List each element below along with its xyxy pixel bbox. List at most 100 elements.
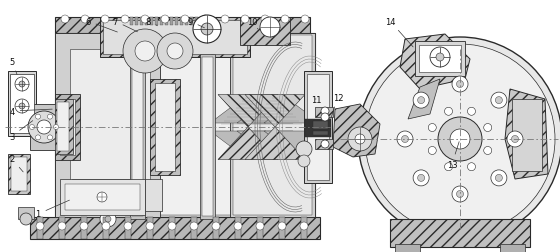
Bar (150, 80, 180, 175)
Bar (55, 34, 315, 217)
Bar (279, 217, 285, 239)
Bar (390, 219, 530, 247)
Text: 12: 12 (331, 93, 343, 119)
Bar (65, 184, 140, 210)
Circle shape (450, 130, 470, 149)
Circle shape (19, 104, 25, 110)
Bar (8, 72, 36, 137)
Bar (213, 217, 219, 239)
Bar (257, 217, 263, 239)
Bar (200, 55, 215, 219)
Bar (307, 75, 329, 180)
Circle shape (48, 115, 53, 120)
Circle shape (190, 222, 198, 230)
Bar (185, 18, 188, 26)
Polygon shape (245, 128, 305, 160)
Bar (55, 18, 310, 34)
Circle shape (491, 170, 507, 186)
Bar (81, 217, 87, 239)
Bar (155, 18, 158, 26)
Circle shape (397, 132, 413, 147)
Bar (132, 58, 143, 216)
Bar (235, 217, 241, 239)
Circle shape (365, 45, 555, 234)
Circle shape (418, 175, 424, 182)
Text: 2: 2 (10, 155, 23, 172)
Bar (55, 94, 80, 160)
Polygon shape (505, 90, 548, 179)
Circle shape (80, 222, 88, 230)
Bar (200, 18, 203, 26)
Circle shape (141, 16, 149, 24)
Polygon shape (237, 103, 293, 123)
Text: 6: 6 (85, 17, 118, 33)
Circle shape (241, 16, 249, 24)
Circle shape (35, 115, 40, 120)
Circle shape (428, 147, 436, 155)
Text: 13: 13 (447, 142, 459, 169)
Bar (100, 18, 250, 58)
Circle shape (30, 125, 35, 130)
Circle shape (298, 155, 310, 167)
Circle shape (484, 147, 492, 155)
Bar (130, 18, 133, 26)
Circle shape (413, 170, 429, 186)
Text: 11: 11 (311, 95, 321, 104)
Circle shape (511, 136, 519, 143)
Bar (165, 18, 168, 26)
Circle shape (468, 163, 475, 171)
Text: 3: 3 (10, 121, 33, 141)
Circle shape (256, 222, 264, 230)
Text: 4: 4 (10, 107, 52, 116)
Polygon shape (245, 95, 305, 128)
Circle shape (445, 163, 452, 171)
Circle shape (78, 183, 102, 207)
Circle shape (321, 108, 329, 115)
Circle shape (278, 222, 286, 230)
Bar (169, 217, 175, 239)
Bar (500, 244, 525, 252)
Circle shape (321, 140, 329, 148)
Bar (10, 75, 34, 134)
Circle shape (61, 16, 69, 24)
Bar (180, 18, 183, 26)
Circle shape (430, 48, 450, 68)
Circle shape (135, 42, 155, 62)
Bar (130, 55, 145, 219)
Bar (160, 18, 163, 26)
Circle shape (212, 222, 220, 230)
Circle shape (221, 16, 229, 24)
Circle shape (468, 108, 475, 116)
Bar (419, 46, 461, 73)
Text: 10: 10 (247, 17, 258, 30)
Bar (103, 21, 247, 55)
Bar (190, 18, 193, 26)
Circle shape (168, 222, 176, 230)
Polygon shape (210, 132, 266, 152)
Bar (313, 121, 328, 130)
Circle shape (37, 120, 51, 135)
Polygon shape (408, 80, 440, 119)
Bar (125, 217, 131, 239)
Bar (57, 103, 69, 151)
Circle shape (418, 97, 424, 104)
Circle shape (81, 16, 89, 24)
Circle shape (445, 108, 452, 116)
Circle shape (100, 211, 116, 227)
Bar (512, 100, 542, 171)
Circle shape (452, 186, 468, 202)
Circle shape (201, 24, 213, 36)
Bar (395, 244, 420, 252)
Text: 5: 5 (10, 57, 17, 75)
Circle shape (193, 16, 221, 44)
Circle shape (48, 135, 53, 140)
Circle shape (28, 112, 60, 143)
Circle shape (35, 135, 40, 140)
Bar (60, 100, 75, 155)
Circle shape (101, 16, 109, 24)
Circle shape (452, 77, 468, 93)
Circle shape (260, 18, 280, 38)
Circle shape (358, 38, 560, 241)
Circle shape (123, 30, 167, 74)
Circle shape (348, 128, 372, 151)
